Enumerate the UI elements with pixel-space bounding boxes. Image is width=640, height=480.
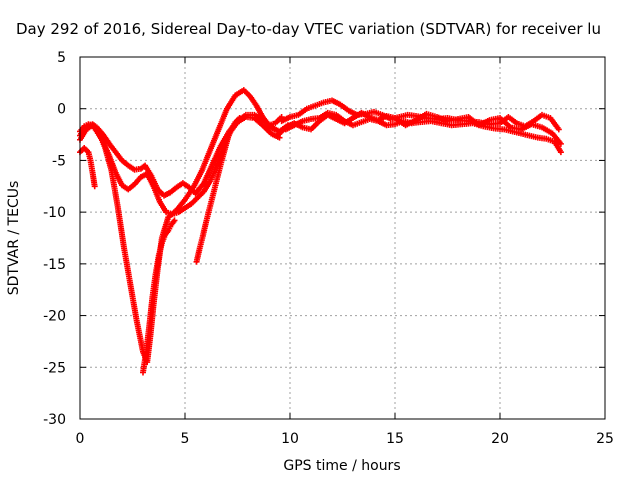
series-3 [77, 145, 98, 190]
x-tick-label: 0 [76, 431, 85, 447]
series-8 [274, 109, 564, 147]
series-4 [140, 217, 178, 376]
y-tick-label: -5 [52, 153, 66, 169]
x-axis-label: GPS time / hours [283, 458, 400, 474]
y-tick-label: -10 [43, 205, 66, 221]
series-0 [77, 87, 285, 366]
axis-ticks: 0 5 10 15 20 25 5 0 -5 -10 -15 -20 -25 -30 [43, 50, 614, 447]
series-5 [193, 115, 243, 265]
y-tick-label: 0 [57, 102, 66, 118]
y-tick-label: -20 [43, 309, 66, 325]
x-tick-label: 25 [596, 431, 614, 447]
grid [80, 57, 605, 419]
y-axis-label: SDTVAR / TECUs [6, 181, 22, 296]
plot-frame [79, 56, 606, 420]
y-tick-label: -25 [43, 360, 66, 376]
data-point [91, 183, 98, 190]
data-point [555, 126, 562, 133]
x-tick-label: 5 [181, 431, 190, 447]
x-tick-label: 15 [386, 431, 404, 447]
x-tick-label: 20 [491, 431, 509, 447]
y-tick-label: -15 [43, 257, 66, 273]
y-tick-label: -30 [43, 412, 66, 428]
chart-title: Day 292 of 2016, Sidereal Day-to-day VTE… [16, 20, 601, 38]
y-tick-label: 5 [57, 50, 66, 66]
data-point [557, 149, 564, 156]
x-tick-label: 10 [281, 431, 299, 447]
data-points [77, 87, 564, 376]
data-point [171, 217, 178, 224]
data-point [236, 115, 243, 122]
data-point [557, 140, 564, 147]
